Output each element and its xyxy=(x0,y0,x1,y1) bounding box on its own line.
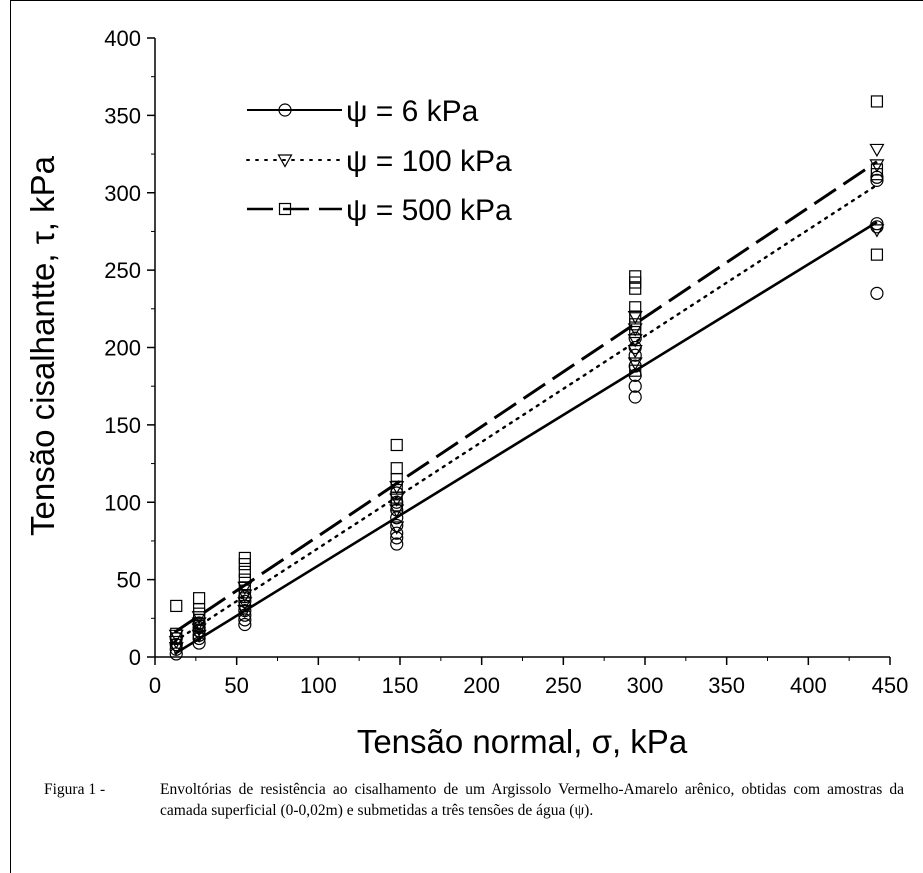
x-tick-label-300: 300 xyxy=(627,673,664,698)
data-point xyxy=(237,604,253,619)
data-point xyxy=(870,217,884,231)
data-point xyxy=(390,499,403,512)
figure-caption: Figura 1 - Envoltórias de resistência ao… xyxy=(44,779,904,821)
data-point xyxy=(629,364,642,377)
data-point xyxy=(238,588,251,602)
legend-label-2: ψ = 100 kPa xyxy=(346,145,512,178)
data-point xyxy=(390,518,404,533)
data-point xyxy=(628,348,642,362)
y-tick-label-250: 250 xyxy=(104,258,141,283)
x-tick-label-150: 150 xyxy=(382,673,419,698)
regression-line-3 xyxy=(173,160,878,634)
legend-entry-1: ψ = 6 kPa xyxy=(247,95,479,128)
data-point xyxy=(170,599,183,613)
x-tick-label-450: 450 xyxy=(872,673,909,698)
series-2 xyxy=(168,143,885,656)
data-point xyxy=(238,613,252,627)
x-tick-label-50: 50 xyxy=(224,673,248,698)
y-tick-label-150: 150 xyxy=(104,413,141,438)
data-point xyxy=(237,597,253,611)
x-tick-label-100: 100 xyxy=(300,673,337,698)
data-point xyxy=(192,631,206,646)
data-point xyxy=(629,301,642,314)
y-tick-label-200: 200 xyxy=(104,336,141,361)
data-point xyxy=(629,325,642,339)
data-point xyxy=(390,438,403,452)
figure-frame xyxy=(10,0,923,873)
data-point xyxy=(628,331,642,345)
y-tick-label-0: 0 xyxy=(129,645,141,670)
legend-label-3: ψ = 500 kPa xyxy=(346,194,512,227)
data-point xyxy=(193,592,206,605)
y-tick-label-300: 300 xyxy=(104,181,141,206)
data-point xyxy=(870,248,884,261)
data-point xyxy=(869,143,885,158)
data-point xyxy=(870,286,884,300)
data-point xyxy=(869,224,885,238)
data-point xyxy=(870,163,884,176)
data-point xyxy=(238,551,251,565)
legend-marker xyxy=(278,202,292,216)
y-axis-title: Tensão cisalhantte, τ, kPa xyxy=(24,155,61,536)
data-point xyxy=(869,159,885,173)
y-tick-label-350: 350 xyxy=(104,103,141,128)
x-tick-label-0: 0 xyxy=(149,673,161,698)
axes: 0 50 100 150 200 250 300 350 400 450 0 50 100 150 200 2… xyxy=(104,26,908,698)
data-point xyxy=(238,558,251,571)
scatter-chart: 0 50 100 150 200 250 300 350 400 450 0 50 100 150 200 2… xyxy=(24,26,908,760)
legend-entry-2: ψ = 100 kPa xyxy=(246,145,512,178)
data-point xyxy=(170,627,183,640)
data-point xyxy=(628,390,642,404)
data-point xyxy=(389,521,405,535)
data-point xyxy=(628,379,642,393)
legend: ψ = 6 kPa ψ = 100 kPa ψ = 500 kPa xyxy=(246,95,512,227)
data-point xyxy=(238,565,251,578)
y-tick-label-400: 400 xyxy=(104,26,141,51)
x-tick-label-400: 400 xyxy=(790,673,827,698)
caption-label: Figura 1 - xyxy=(44,781,106,798)
x-axis-title: Tensão normal, σ, kPa xyxy=(357,723,688,760)
legend-marker xyxy=(278,103,292,117)
regression-line-1 xyxy=(173,221,878,656)
x-tick-label-200: 200 xyxy=(463,673,500,698)
data-point xyxy=(193,602,206,616)
x-tick-label-350: 350 xyxy=(708,673,745,698)
data-point xyxy=(390,511,404,525)
plot-area xyxy=(168,95,885,661)
y-tick-label-50: 50 xyxy=(117,568,141,593)
data-point xyxy=(629,318,642,331)
y-tick-label-100: 100 xyxy=(104,490,141,515)
data-point xyxy=(870,95,884,108)
data-point xyxy=(870,173,884,187)
data-point xyxy=(390,537,404,551)
legend-marker xyxy=(277,154,293,168)
data-point xyxy=(168,635,184,650)
caption-text: Envoltórias de resistência ao cisalhamen… xyxy=(160,781,904,819)
legend-entry-3: ψ = 500 kPa xyxy=(247,194,512,227)
data-point xyxy=(238,594,252,608)
data-point xyxy=(390,462,403,475)
data-point xyxy=(629,282,642,295)
data-point xyxy=(193,619,206,633)
data-point xyxy=(629,270,642,283)
data-point xyxy=(238,617,252,632)
legend-label-1: ψ = 6 kPa xyxy=(346,95,479,128)
series-1 xyxy=(169,170,884,661)
series-3 xyxy=(170,95,884,645)
regression-line-2 xyxy=(173,183,879,643)
x-tick-label-250: 250 xyxy=(545,673,582,698)
data-point xyxy=(629,310,642,323)
data-point xyxy=(629,276,642,289)
data-point xyxy=(390,526,404,540)
data-point xyxy=(870,170,884,184)
